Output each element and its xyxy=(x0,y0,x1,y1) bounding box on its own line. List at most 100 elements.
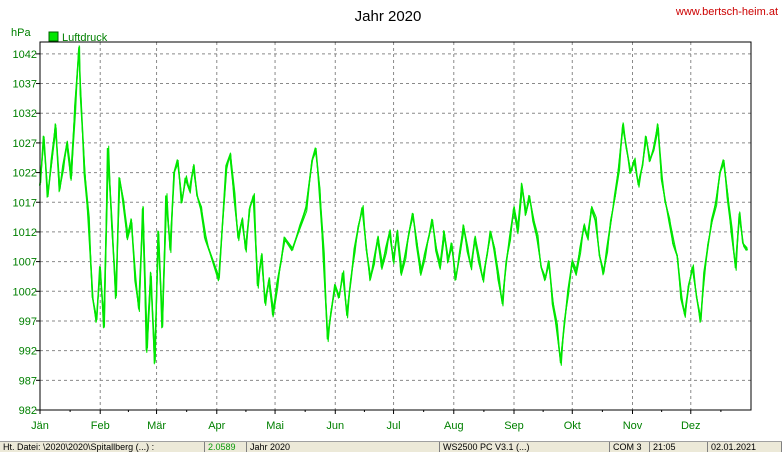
data-point xyxy=(157,231,160,233)
status-bar: Ht. Datei: \2020\2020\Spitallberg (...) … xyxy=(0,441,782,452)
data-point xyxy=(177,159,179,162)
x-tick-label: Feb xyxy=(91,420,110,432)
data-point xyxy=(664,201,667,204)
data-point xyxy=(447,260,449,263)
data-point xyxy=(672,243,675,245)
data-point xyxy=(62,165,65,168)
data-point xyxy=(637,183,640,186)
data-point xyxy=(249,207,251,209)
data-point xyxy=(544,278,546,281)
x-tick-label: Apr xyxy=(208,420,225,432)
data-point xyxy=(719,171,721,174)
status-value: 2.0589 xyxy=(205,442,247,452)
data-point xyxy=(103,326,105,328)
data-point xyxy=(153,361,156,364)
data-point xyxy=(458,254,461,257)
plot-area xyxy=(39,45,748,366)
data-point xyxy=(470,266,473,269)
data-point xyxy=(184,177,187,180)
data-point xyxy=(649,159,651,162)
data-point xyxy=(83,171,86,174)
data-point xyxy=(70,177,72,180)
data-point xyxy=(280,260,282,263)
data-point xyxy=(169,248,171,251)
data-point xyxy=(622,124,624,126)
data-point xyxy=(478,260,480,263)
data-point xyxy=(256,284,259,287)
legend-swatch xyxy=(48,31,59,42)
data-point xyxy=(711,219,713,221)
data-point xyxy=(513,207,515,209)
status-period: Jahr 2020 xyxy=(247,442,440,452)
data-point xyxy=(625,148,628,150)
x-tick-label: Jun xyxy=(326,420,344,432)
data-point xyxy=(528,195,531,198)
data-point xyxy=(361,207,364,209)
data-point xyxy=(126,237,129,239)
data-point xyxy=(668,219,671,221)
data-point xyxy=(486,254,488,257)
data-point xyxy=(517,231,519,233)
y-tick-label: 1002 xyxy=(13,286,37,298)
data-point xyxy=(138,308,140,310)
data-point xyxy=(571,260,574,263)
data-point xyxy=(451,243,453,245)
data-point xyxy=(645,136,647,138)
y-tick-label: 997 xyxy=(19,316,37,328)
y-tick-label: 1042 xyxy=(13,49,37,61)
data-point xyxy=(474,237,476,239)
data-point xyxy=(684,314,686,316)
data-point xyxy=(746,248,748,251)
data-point xyxy=(462,225,465,227)
data-point xyxy=(315,148,317,150)
y-tick-label: 1032 xyxy=(13,108,37,120)
data-point xyxy=(606,248,608,251)
chart: Jahr 2020 www.bertsch-heim.at hPa Luftdr… xyxy=(11,6,778,432)
data-point xyxy=(439,266,442,269)
data-point xyxy=(161,326,164,328)
data-point xyxy=(540,266,542,269)
data-point xyxy=(614,195,616,198)
data-point xyxy=(594,219,597,221)
data-point xyxy=(188,189,191,192)
data-point xyxy=(66,142,68,144)
data-point xyxy=(427,237,430,239)
data-point xyxy=(723,159,725,162)
data-point xyxy=(420,272,422,275)
y-axis: 982 987 992 997 1002 1007 1012 1017 1022 1027 1032… xyxy=(13,49,40,417)
data-point xyxy=(342,272,344,275)
data-point xyxy=(408,231,410,233)
data-point xyxy=(54,124,57,126)
data-point xyxy=(99,266,101,269)
data-point xyxy=(587,237,589,239)
data-point xyxy=(204,237,206,239)
data-point xyxy=(58,189,61,192)
data-point xyxy=(229,154,232,156)
data-point xyxy=(552,302,554,305)
data-point xyxy=(629,171,632,174)
data-point xyxy=(291,248,294,251)
data-point xyxy=(381,266,383,269)
data-point xyxy=(173,171,175,174)
data-point xyxy=(134,278,136,281)
data-point xyxy=(489,231,492,233)
data-point xyxy=(196,195,199,198)
data-point xyxy=(318,189,321,192)
data-point xyxy=(43,136,45,138)
data-point xyxy=(87,219,90,221)
data-point xyxy=(330,308,333,310)
data-point xyxy=(50,159,53,162)
data-point xyxy=(618,165,620,168)
data-point xyxy=(521,183,523,186)
data-point xyxy=(388,231,391,233)
x-tick-label: Mär xyxy=(147,420,166,432)
data-point xyxy=(47,195,49,198)
data-point xyxy=(590,207,593,209)
data-point xyxy=(241,219,243,221)
data-point xyxy=(80,94,82,97)
data-point xyxy=(454,278,457,281)
data-point xyxy=(598,254,601,257)
data-point xyxy=(400,272,403,275)
data-point xyxy=(505,260,508,263)
data-point xyxy=(149,272,152,275)
